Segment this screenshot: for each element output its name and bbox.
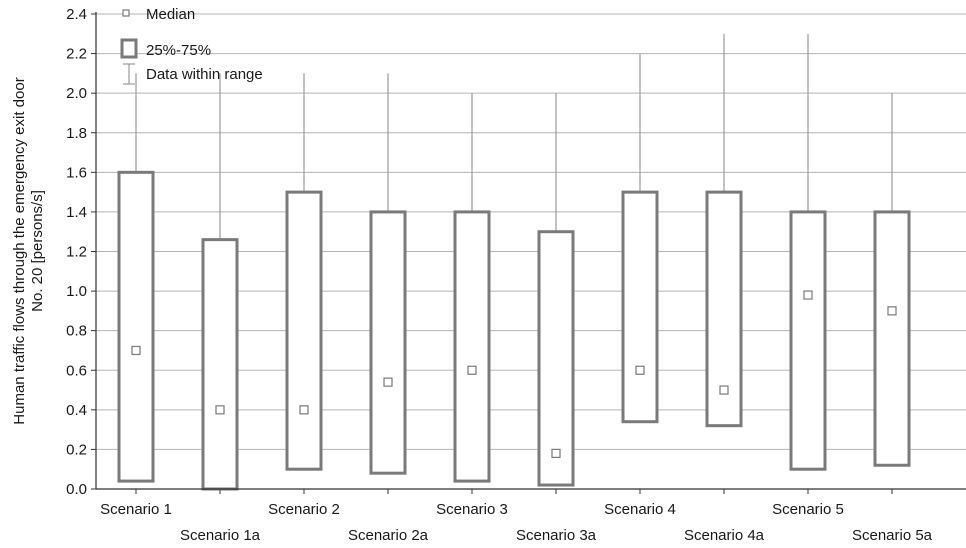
y-tick-label: 1.6 — [66, 164, 87, 181]
y-axis-title: Human traffic flows through the emergenc… — [11, 77, 46, 424]
y-tick-label: 1.4 — [66, 204, 87, 221]
legend-median-label: Median — [146, 6, 195, 23]
median-scenario-3 — [467, 365, 477, 375]
y-tick-label: 2.2 — [66, 46, 87, 63]
category-label-scenario-5a: Scenario 5a — [852, 527, 933, 544]
y-tick-label: 0.8 — [66, 323, 87, 340]
box-scenario-1 — [117, 170, 155, 483]
box-scenario-2a — [369, 210, 407, 475]
median-scenario-5a — [887, 306, 897, 316]
y-tick-label: 0.6 — [66, 362, 87, 379]
category-label-scenario-1: Scenario 1 — [100, 501, 172, 518]
axes — [95, 12, 966, 490]
median-scenario-4 — [635, 365, 645, 375]
y-tick-label: 1.2 — [66, 244, 87, 261]
category-label-scenario-2: Scenario 2 — [268, 501, 340, 518]
median-scenario-4a — [719, 385, 729, 395]
box-scenario-3 — [453, 210, 491, 483]
box-scenario-5a — [873, 210, 911, 467]
category-label-scenario-3a: Scenario 3a — [516, 527, 597, 544]
category-label-scenario-4: Scenario 4 — [604, 501, 676, 518]
y-tick-labels: 0.0 0.2 0.4 0.6 0.8 1.0 1.2 1.4 1.6 1.8 2.0 2.2 2.4 — [66, 6, 87, 498]
box-scenario-2 — [285, 190, 323, 471]
category-label-scenario-4a: Scenario 4a — [684, 527, 765, 544]
y-tick-label: 0.0 — [66, 481, 87, 498]
category-label-scenario-3: Scenario 3 — [436, 501, 508, 518]
whiskers — [135, 33, 893, 240]
box-scenario-5 — [789, 210, 827, 471]
median-scenario-2 — [299, 405, 309, 415]
legend-median-marker — [122, 9, 130, 17]
legend: Median 25%-75% Data within range — [120, 6, 263, 85]
median-scenario-2a — [383, 377, 393, 387]
box-scenario-4 — [621, 190, 659, 424]
y-tick-label: 1.0 — [66, 283, 87, 300]
y-tick-label: 1.8 — [66, 125, 87, 142]
y-tick-label: 0.4 — [66, 402, 87, 419]
y-tick-label: 0.2 — [66, 441, 87, 458]
box-scenario-3a — [537, 230, 575, 487]
legend-box-label: 25%-75% — [146, 42, 211, 59]
category-label-scenario-1a: Scenario 1a — [180, 527, 261, 544]
box-scenario-1a — [201, 238, 239, 491]
boxes — [117, 170, 911, 491]
median-scenario-3a — [551, 448, 561, 458]
category-label-scenario-2a: Scenario 2a — [348, 527, 429, 544]
y-tick-label: 2.0 — [66, 85, 87, 102]
category-labels: Scenario 1 Scenario 1a Scenario 2 Scenario … — [100, 501, 933, 544]
median-scenario-1 — [131, 345, 141, 356]
category-label-scenario-5: Scenario 5 — [772, 501, 844, 518]
legend-range-label: Data within range — [146, 66, 263, 83]
y-axis-title-line2: No. 20 [persons/s] — [29, 190, 46, 312]
median-scenario-1a — [215, 405, 225, 415]
medians — [131, 290, 897, 458]
y-axis-title-line1: Human traffic flows through the emergenc… — [11, 77, 28, 424]
y-tick-label: 2.4 — [66, 6, 87, 23]
median-scenario-5 — [803, 290, 813, 300]
legend-range-marker — [123, 63, 135, 85]
legend-box-marker — [120, 38, 138, 59]
